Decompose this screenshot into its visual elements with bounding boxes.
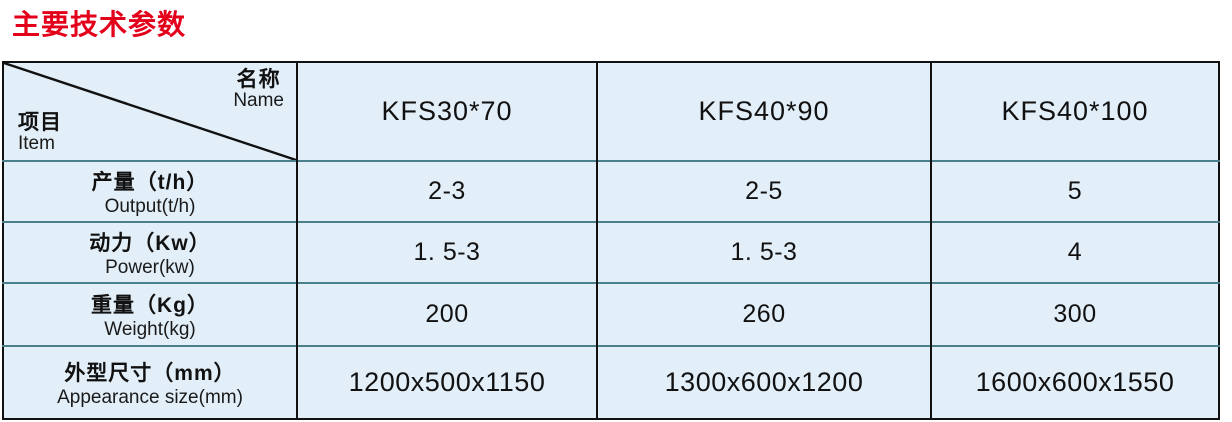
row-label-en: Appearance size(mm): [57, 386, 243, 408]
cell-size-kfs40x90: 1300x600x1200: [596, 345, 931, 419]
row-label-output: 产量（t/h） Output(t/h): [3, 160, 297, 222]
table-row: 动力（Kw） Power(kw) 1. 5-3 1. 5-3 4: [3, 221, 1219, 283]
cell-weight-kfs40x90: 260: [596, 282, 931, 346]
table-corner-header: 名称 Name 项目 Item: [3, 62, 297, 161]
row-label-power: 动力（Kw） Power(kw): [3, 221, 297, 283]
specifications-table: 名称 Name 项目 Item KFS30*70 KFS40*90 KFS40*…: [2, 61, 1220, 420]
corner-item-cn: 项目: [18, 111, 62, 135]
cell-size-kfs30x70: 1200x500x1150: [296, 345, 597, 419]
cell-power-kfs40x90: 1. 5-3: [596, 221, 931, 283]
row-label-en: Output(t/h): [104, 195, 196, 217]
column-header-2: KFS40*90: [596, 62, 931, 161]
cell-output-kfs40x100: 5: [930, 160, 1219, 222]
table-header-row: 名称 Name 项目 Item KFS30*70 KFS40*90 KFS40*…: [3, 62, 1219, 161]
column-header-3: KFS40*100: [930, 62, 1219, 161]
page-title: 主要技术参数: [12, 9, 187, 40]
column-header-1: KFS30*70: [296, 62, 597, 161]
row-label-cn: 动力（Kw）: [89, 231, 211, 255]
cell-weight-kfs30x70: 200: [296, 282, 597, 346]
row-label-cn: 外型尺寸（mm）: [64, 361, 236, 385]
corner-item-label: 项目 Item: [18, 111, 62, 155]
corner-name-label: 名称 Name: [233, 68, 284, 112]
cell-output-kfs30x70: 2-3: [296, 160, 597, 222]
row-label-en: Weight(kg): [104, 318, 196, 340]
corner-name-en: Name: [233, 90, 284, 112]
row-label-en: Power(kw): [105, 256, 195, 278]
table-row: 外型尺寸（mm） Appearance size(mm) 1200x500x11…: [3, 345, 1219, 419]
row-label-weight: 重量（Kg） Weight(kg): [3, 282, 297, 346]
table-row: 产量（t/h） Output(t/h) 2-3 2-5 5: [3, 160, 1219, 222]
corner-name-cn: 名称: [236, 68, 281, 91]
table-row: 重量（Kg） Weight(kg) 200 260 300: [3, 282, 1219, 346]
row-label-cn: 重量（Kg）: [91, 293, 209, 317]
cell-weight-kfs40x100: 300: [930, 282, 1219, 346]
cell-size-kfs40x100: 1600x600x1550: [930, 345, 1219, 419]
row-label-cn: 产量（t/h）: [91, 170, 209, 194]
cell-output-kfs40x90: 2-5: [596, 160, 931, 222]
corner-item-en: Item: [18, 133, 55, 155]
specifications-table-container: 名称 Name 项目 Item KFS30*70 KFS40*90 KFS40*…: [2, 61, 1220, 420]
row-label-appearance-size: 外型尺寸（mm） Appearance size(mm): [3, 345, 297, 419]
cell-power-kfs30x70: 1. 5-3: [296, 221, 597, 283]
cell-power-kfs40x100: 4: [930, 221, 1219, 283]
